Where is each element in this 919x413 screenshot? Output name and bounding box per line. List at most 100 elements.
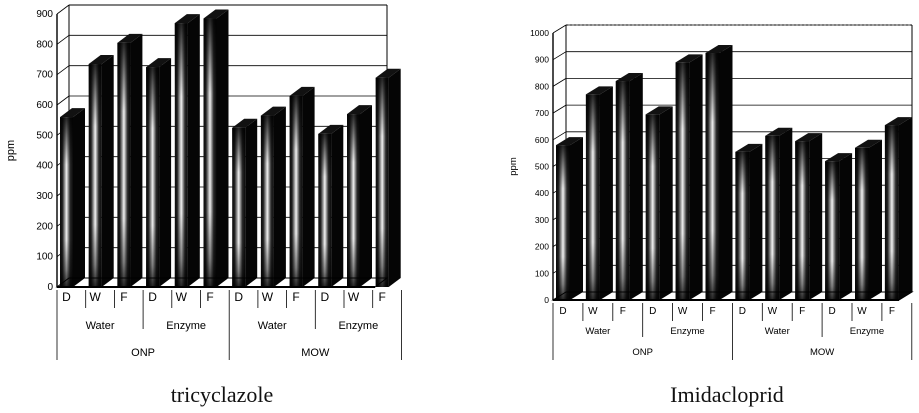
- y-axis-label: ppm: [508, 157, 519, 176]
- bar: [347, 105, 372, 287]
- bar-top: [117, 33, 143, 43]
- bar: [825, 153, 853, 300]
- y-tick-label: 900: [36, 9, 53, 20]
- y-tick-label: 600: [535, 135, 549, 145]
- bar-side: [187, 14, 200, 287]
- bar: [705, 45, 733, 301]
- bar-top: [675, 54, 703, 63]
- bar-top: [260, 106, 286, 116]
- bar-front-shade: [765, 135, 780, 300]
- x-category-label: W: [857, 306, 867, 317]
- bar-side: [73, 108, 85, 287]
- bar-front-shade: [375, 77, 389, 287]
- y-axis-label: ppm: [5, 140, 17, 161]
- bar: [675, 54, 703, 301]
- bar-side: [216, 9, 229, 288]
- gridline-side: [552, 24, 567, 34]
- x-category-label: W: [262, 290, 274, 304]
- y-tick-label: 700: [36, 70, 53, 81]
- bar-front-shade: [855, 147, 869, 300]
- x-category-label: F: [120, 290, 127, 304]
- bar-side: [869, 139, 882, 300]
- bar-top: [60, 108, 85, 118]
- bar: [615, 73, 643, 300]
- x-category-label: F: [206, 290, 213, 304]
- bar: [765, 127, 793, 300]
- x-category-label: F: [292, 290, 299, 304]
- x-group-label: Enzyme: [850, 326, 884, 337]
- x-category-label: D: [649, 306, 656, 317]
- bar-side: [331, 124, 344, 287]
- bar-front-shade: [232, 127, 246, 287]
- bar: [88, 55, 114, 287]
- bar-top: [855, 139, 882, 148]
- bar-side: [273, 106, 286, 287]
- gridline-side: [552, 104, 567, 114]
- bar-side: [159, 58, 172, 288]
- x-category-label: F: [709, 306, 715, 317]
- bar: [735, 143, 763, 300]
- bar-front-shade: [289, 95, 303, 288]
- bar-top: [765, 127, 793, 136]
- y-tick-label: 0: [544, 295, 549, 305]
- bar: [146, 58, 172, 288]
- bar: [117, 33, 143, 287]
- gridline-side: [552, 51, 567, 61]
- y-tick-label: 300: [535, 215, 549, 225]
- bar: [60, 108, 85, 287]
- bar: [645, 106, 673, 300]
- bar-side: [809, 133, 823, 300]
- bar-front-shade: [203, 18, 217, 288]
- y-tick-label: 500: [535, 162, 549, 172]
- y-tick-label: 700: [535, 108, 549, 118]
- bar: [375, 68, 401, 287]
- y-tick-label: 800: [535, 81, 549, 91]
- x-category-label: W: [678, 306, 688, 317]
- x-category-label: W: [348, 290, 360, 304]
- x-category-label: F: [379, 290, 386, 304]
- bar-top: [232, 118, 258, 128]
- x-category-label: F: [889, 306, 895, 317]
- bar-side: [779, 127, 793, 300]
- x-group-label: Water: [765, 326, 790, 337]
- bar-top: [795, 133, 823, 142]
- bar-side: [130, 33, 143, 287]
- y-tick-label: 300: [36, 191, 53, 202]
- bar-top: [615, 73, 643, 82]
- bar-top: [318, 124, 344, 134]
- y-tick-label: 100: [36, 252, 53, 263]
- bar: [556, 137, 583, 300]
- gridline-side: [552, 78, 567, 87]
- x-group-label: Water: [585, 326, 610, 337]
- bar-top: [146, 58, 172, 68]
- bar-front-shade: [556, 145, 570, 300]
- y-tick-label: 100: [535, 268, 549, 278]
- bar: [260, 106, 286, 287]
- x-category-label: W: [588, 306, 598, 317]
- y-tick-label: 400: [535, 188, 549, 198]
- bar-front-shade: [675, 62, 690, 301]
- bar-side: [570, 137, 583, 300]
- bar-side: [245, 118, 258, 287]
- bar-side: [599, 86, 613, 300]
- y-tick-label: 500: [36, 130, 53, 141]
- x-category-label: D: [148, 290, 157, 304]
- bar-top: [174, 14, 200, 24]
- bar-front-shade: [88, 64, 102, 287]
- bar-side: [629, 73, 643, 300]
- bar: [203, 9, 229, 288]
- bar-front-shade: [347, 114, 360, 287]
- y-tick-label: 800: [36, 39, 53, 50]
- x-category-label: D: [739, 306, 746, 317]
- x-category-label: D: [828, 306, 835, 317]
- x-category-label: F: [620, 306, 626, 317]
- y-tick-label: 0: [47, 282, 53, 293]
- x-category-label: W: [90, 290, 102, 304]
- bar-front-shade: [735, 151, 750, 300]
- bar: [585, 86, 613, 300]
- y-tick-label: 200: [36, 221, 53, 232]
- bar-top: [289, 86, 315, 96]
- x-category-label: W: [176, 290, 188, 304]
- bar-side: [839, 153, 853, 300]
- x-category-label: D: [62, 290, 71, 304]
